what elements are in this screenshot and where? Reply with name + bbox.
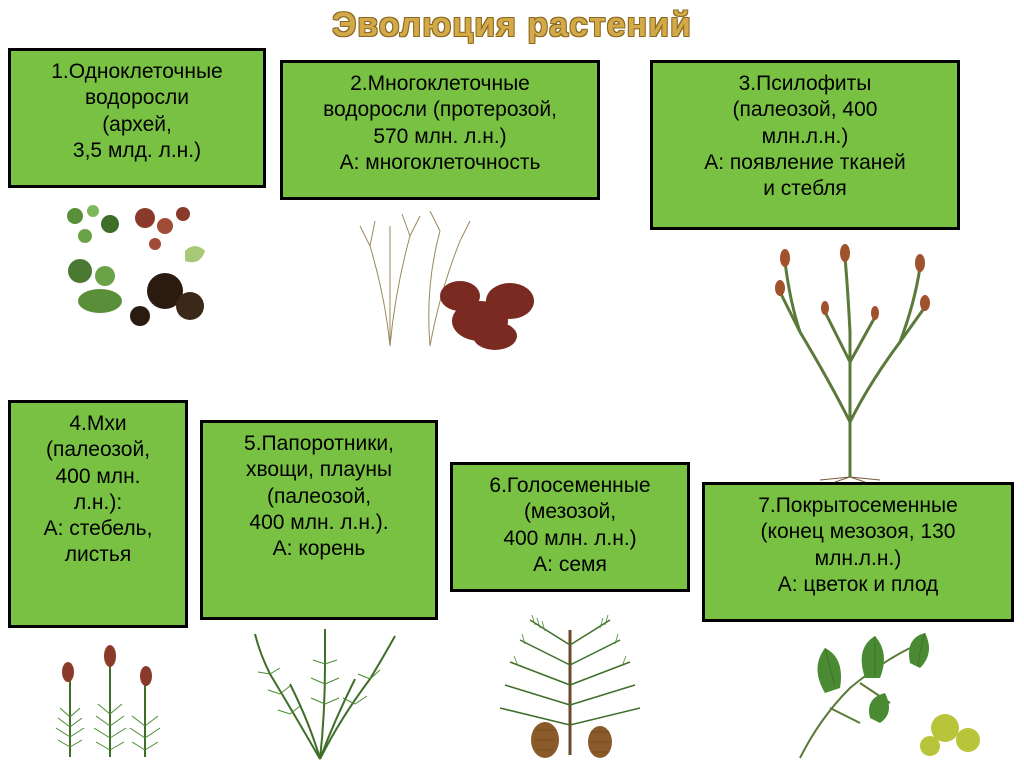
box2-line2: 570 млн. л.н.) (293, 124, 587, 150)
box4-line1: (палеозой, (21, 437, 175, 463)
box6-line1: (мезозой, (463, 499, 677, 525)
box1-line0: 1.Одноклеточные (21, 59, 253, 85)
box4-line0: 4.Мхи (21, 411, 175, 437)
box1-line3: 3,5 млд. л.н.) (21, 138, 253, 164)
box4-line4: А: стебель, (21, 516, 175, 542)
box7-line2: млн.л.н.) (715, 546, 1001, 572)
box5-line3: 400 млн. л.н.). (213, 510, 425, 536)
box3-line2: млн.л.н.) (663, 124, 947, 150)
box7-line0: 7.Покрытосеменные (715, 493, 1001, 519)
illustration-algae-cells (55, 196, 225, 346)
box3-line4: и стебля (663, 176, 947, 202)
stage-box-4: 4.Мхи (палеозой, 400 млн. л.н.): А: стеб… (8, 400, 188, 628)
box2-line0: 2.Многоклеточные (293, 71, 587, 97)
illustration-psilophyte (740, 232, 960, 482)
box7-line3: А: цветок и плод (715, 572, 1001, 598)
page-title: Эволюция растений (0, 6, 1024, 45)
illustration-moss (40, 632, 180, 762)
box4-line5: листья (21, 542, 175, 568)
box5-line2: (палеозой, (213, 484, 425, 510)
illustration-multicell-algae (330, 206, 550, 356)
stage-box-1: 1.Одноклеточные водоросли (архей, 3,5 мл… (8, 48, 266, 188)
illustration-angiosperm (770, 628, 1000, 763)
stage-box-5: 5.Папоротники, хвощи, плауны (палеозой, … (200, 420, 438, 620)
box6-line2: 400 млн. л.н.) (463, 526, 677, 552)
box1-line1: водоросли (21, 85, 253, 111)
stage-box-3: 3.Псилофиты (палеозой, 400 млн.л.н.) А: … (650, 60, 960, 230)
box1-line2: (архей, (21, 112, 253, 138)
box6-line3: А: семя (463, 552, 677, 578)
box3-line1: (палеозой, 400 (663, 97, 947, 123)
stage-box-2: 2.Многоклеточные водоросли (протерозой, … (280, 60, 600, 200)
box6-line0: 6.Голосеменные (463, 473, 677, 499)
box2-line3: А: многоклеточность (293, 150, 587, 176)
box5-line1: хвощи, плауны (213, 457, 425, 483)
box5-line4: А: корень (213, 536, 425, 562)
box2-line1: водоросли (протерозой, (293, 97, 587, 123)
stage-box-6: 6.Голосеменные (мезозой, 400 млн. л.н.) … (450, 462, 690, 592)
box4-line3: л.н.): (21, 490, 175, 516)
box3-line3: А: появление тканей (663, 150, 947, 176)
box4-line2: 400 млн. (21, 464, 175, 490)
box3-line0: 3.Псилофиты (663, 71, 947, 97)
illustration-fern (230, 624, 410, 764)
box7-line1: (конец мезозоя, 130 (715, 519, 1001, 545)
stage-box-7: 7.Покрытосеменные (конец мезозоя, 130 мл… (702, 482, 1014, 622)
box5-line0: 5.Папоротники, (213, 431, 425, 457)
illustration-conifer (470, 600, 680, 760)
